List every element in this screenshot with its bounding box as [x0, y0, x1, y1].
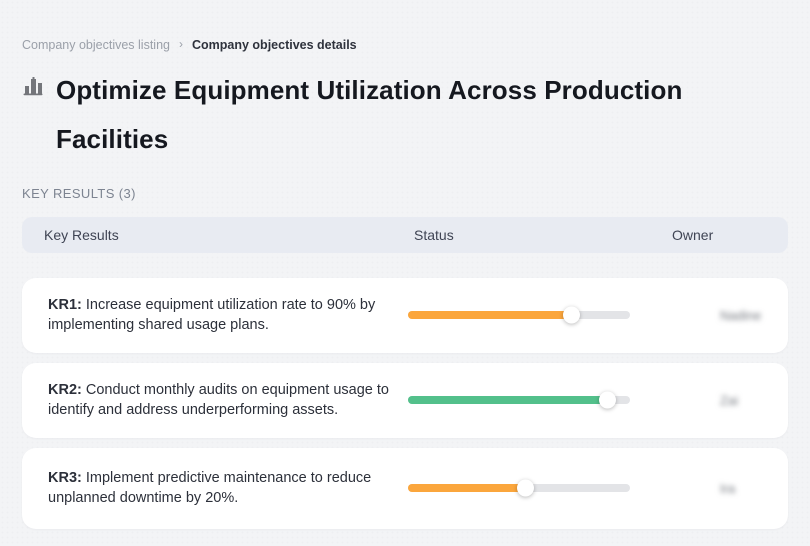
status-cell	[408, 391, 658, 409]
chevron-right-icon: ›	[179, 37, 183, 51]
kr-description: KR1: Increase equipment utilization rate…	[22, 295, 408, 335]
kr-description-text: Conduct monthly audits on equipment usag…	[48, 382, 389, 419]
key-results-list: KR1: Increase equipment utilization rate…	[22, 277, 788, 529]
owner-name: Ira	[720, 480, 736, 496]
column-header-key-results: Key Results	[44, 226, 119, 243]
progress-slider[interactable]	[408, 479, 630, 497]
kr-label: KR2:	[48, 382, 82, 399]
page-title: Optimize Equipment Utilization Across Pr…	[56, 75, 683, 154]
progress-slider[interactable]	[408, 391, 630, 409]
column-header-owner: Owner	[672, 226, 714, 243]
key-result-row-kr2[interactable]: KR2: Conduct monthly audits on equipment…	[22, 362, 788, 438]
table-header: Key Results Status Owner	[22, 216, 788, 253]
page-content: Company objectives listing › Company obj…	[22, 37, 788, 529]
owner-name: Nadine	[720, 307, 762, 323]
breadcrumb: Company objectives listing › Company obj…	[22, 37, 788, 52]
status-cell	[408, 479, 658, 497]
breadcrumb-objectives-listing[interactable]: Company objectives listing	[22, 38, 170, 52]
kr-description-text: Increase equipment utilization rate to 9…	[48, 297, 376, 334]
owner-cell: Nadine	[658, 295, 788, 336]
slider-knob[interactable]	[516, 479, 534, 497]
buildings-icon	[22, 75, 44, 102]
kr-description-text: Implement predictive maintenance to redu…	[48, 470, 372, 507]
key-results-count-label: KEY RESULTS (3)	[22, 185, 136, 201]
title-row: Optimize Equipment Utilization Across Pr…	[22, 66, 788, 164]
kr-label: KR3:	[48, 470, 82, 487]
owner-avatar	[670, 295, 711, 336]
progress-fill	[408, 396, 608, 405]
breadcrumb-objectives-details: Company objectives details	[192, 38, 357, 52]
owner-avatar	[670, 380, 711, 421]
owner-cell: Ira	[658, 468, 788, 509]
slider-knob[interactable]	[563, 306, 581, 324]
key-result-row-kr3[interactable]: KR3: Implement predictive maintenance to…	[22, 447, 788, 529]
slider-knob[interactable]	[598, 391, 616, 409]
kr-description: KR2: Conduct monthly audits on equipment…	[22, 380, 408, 420]
key-result-row-kr1[interactable]: KR1: Increase equipment utilization rate…	[22, 277, 788, 353]
owner-name: Zai	[720, 392, 739, 408]
owner-avatar	[670, 468, 711, 509]
progress-fill	[408, 311, 573, 320]
status-cell	[408, 306, 658, 324]
kr-label: KR1:	[48, 297, 82, 314]
owner-cell: Zai	[658, 380, 788, 421]
progress-slider[interactable]	[408, 306, 630, 324]
column-header-status: Status	[414, 226, 454, 243]
progress-fill	[408, 484, 526, 493]
kr-description: KR3: Implement predictive maintenance to…	[22, 468, 408, 508]
